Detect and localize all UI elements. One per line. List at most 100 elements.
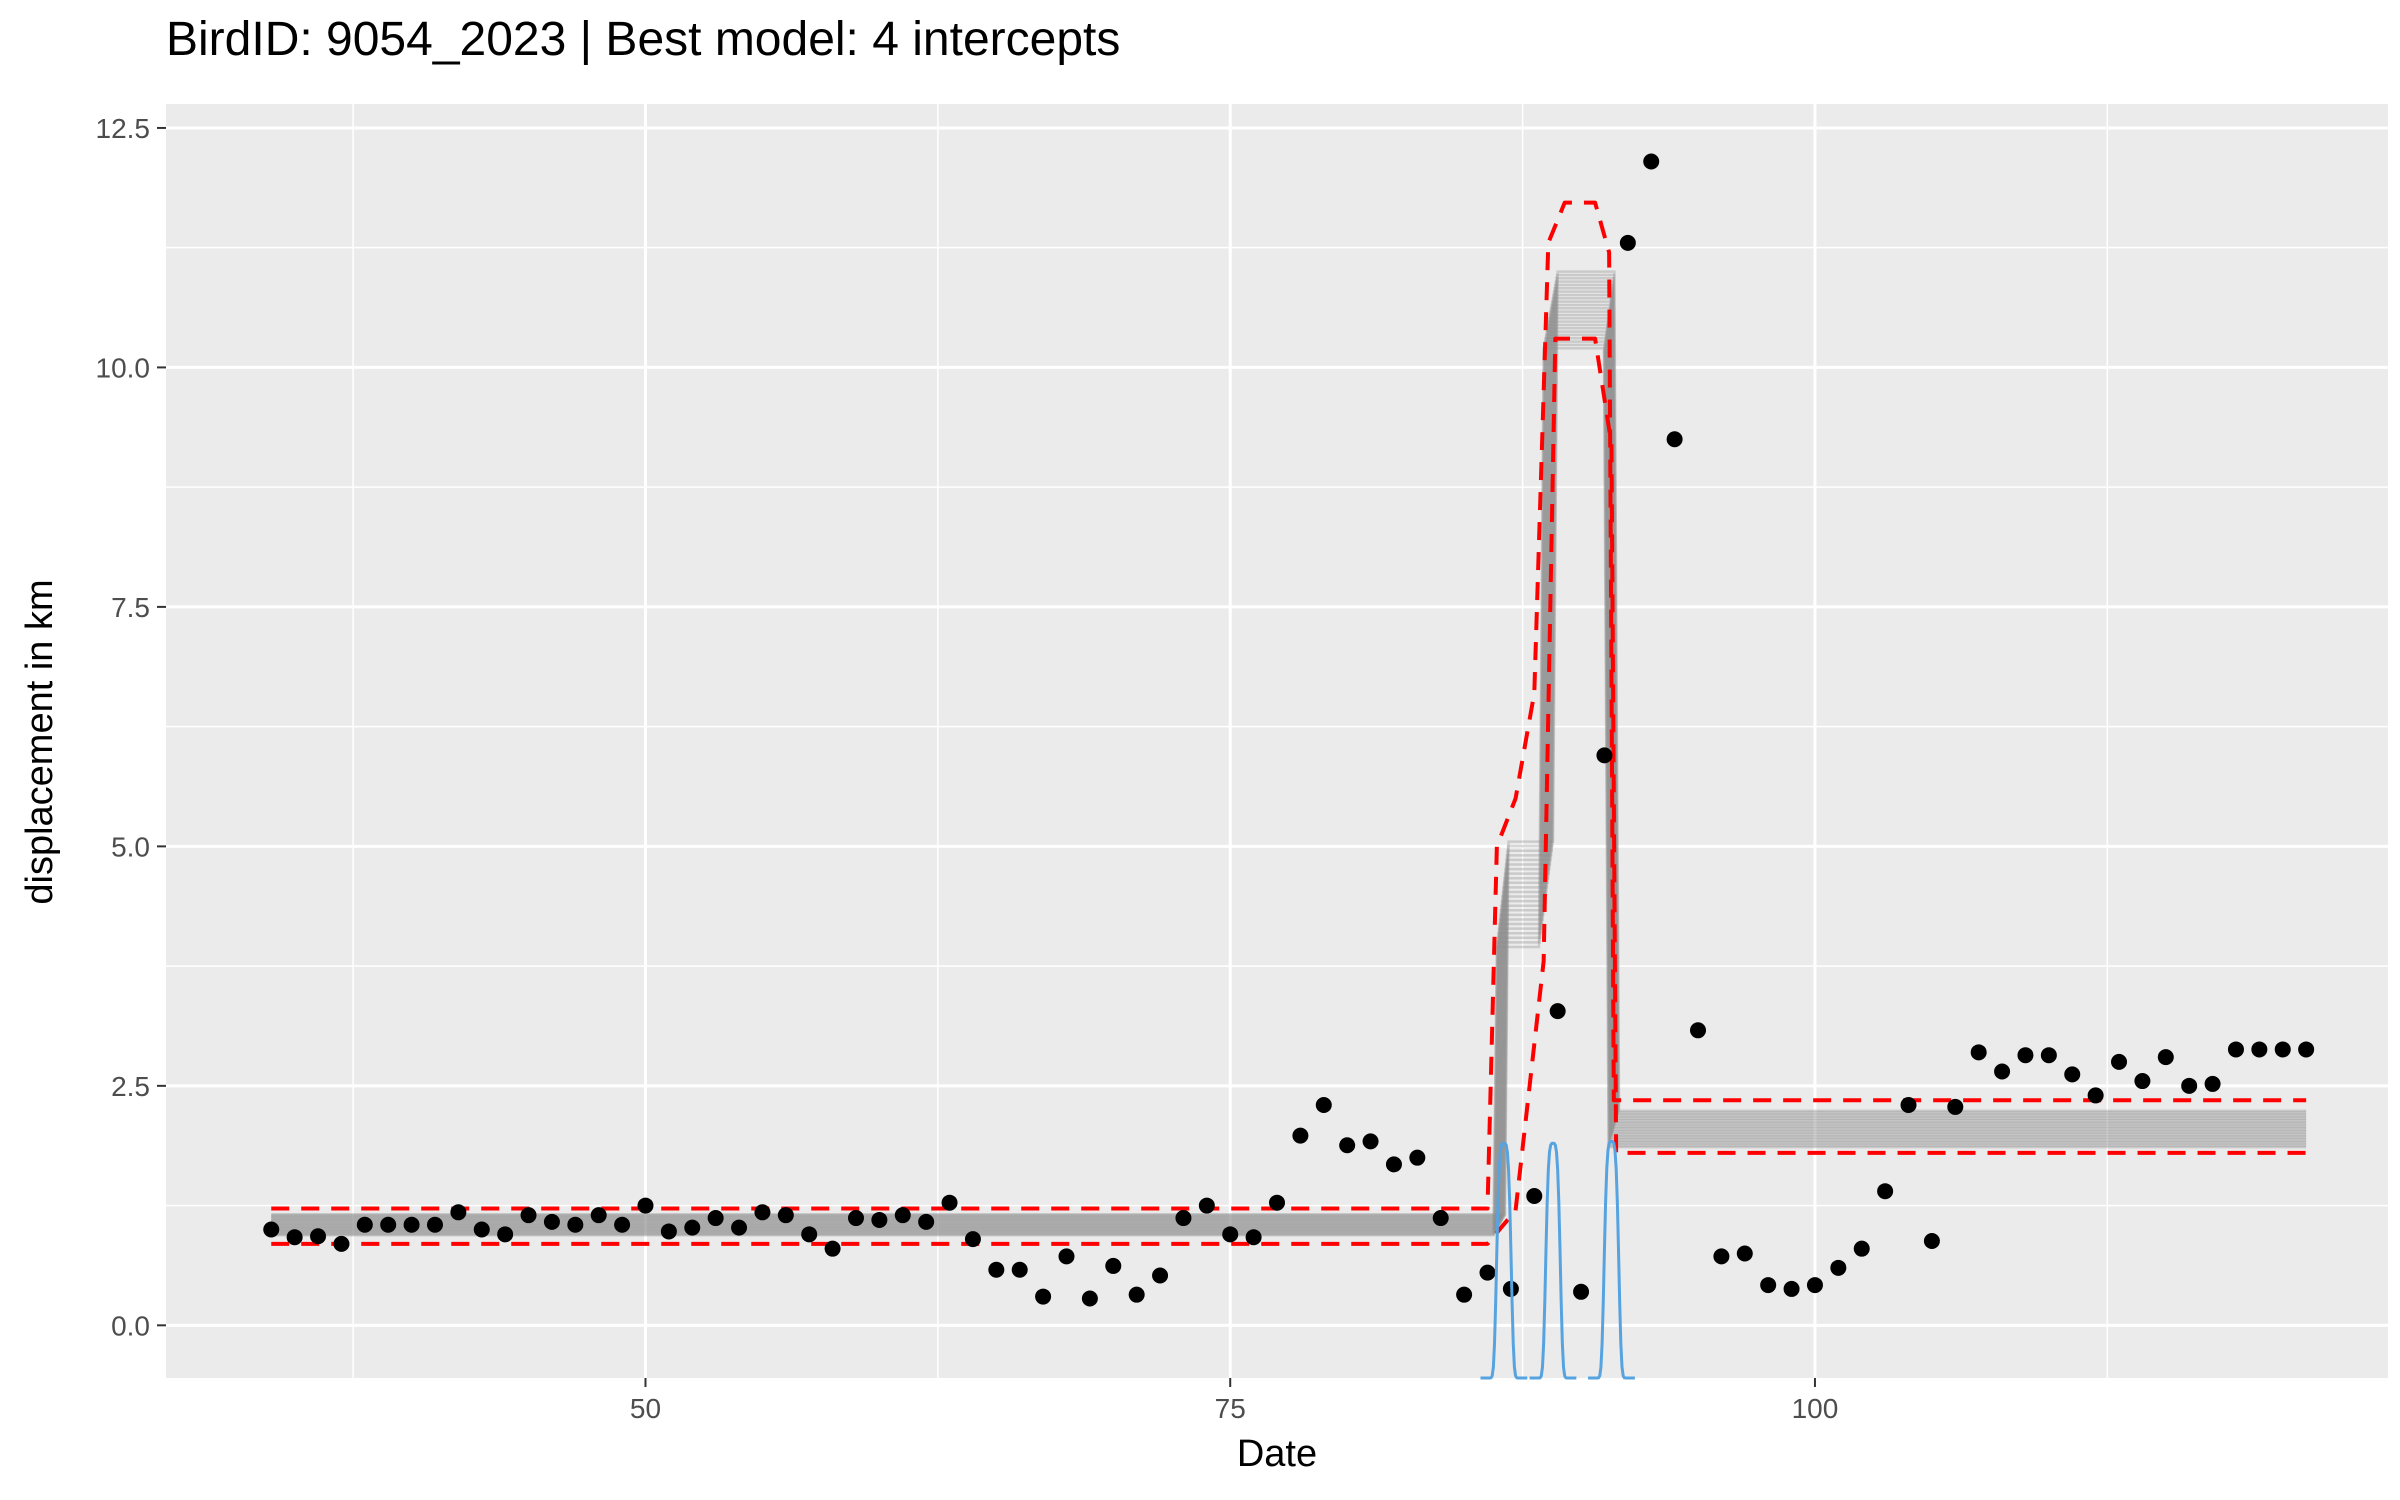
x-axis-title: Date — [1237, 1433, 1317, 1475]
data-point — [1105, 1257, 1122, 1274]
data-point — [2251, 1041, 2268, 1058]
data-point — [380, 1216, 397, 1233]
data-point — [2111, 1053, 2128, 1070]
axes: 50 75 100 0.0 2.5 5.0 7.5 10.0 12.5 — [96, 113, 1839, 1424]
data-point — [1128, 1286, 1145, 1303]
data-point — [2227, 1041, 2244, 1058]
data-point — [2181, 1077, 2198, 1094]
data-point — [1081, 1290, 1098, 1307]
data-point — [1152, 1267, 1169, 1284]
data-point — [1970, 1044, 1987, 1061]
data-point — [2134, 1073, 2151, 1090]
data-point — [497, 1226, 514, 1243]
y-tick-label: 12.5 — [96, 113, 151, 144]
model-draw-line — [271, 330, 2307, 1232]
data-point — [1432, 1210, 1449, 1227]
data-point — [1526, 1188, 1543, 1204]
data-point — [1900, 1097, 1917, 1113]
y-tick-label: 10.0 — [96, 352, 151, 383]
data-point — [1596, 747, 1613, 764]
data-point — [1736, 1245, 1753, 1262]
data-point — [824, 1240, 841, 1257]
major-gridlines — [166, 104, 2388, 1378]
data-point — [590, 1207, 607, 1224]
data-point — [1175, 1210, 1192, 1227]
x-tick-label: 100 — [1792, 1393, 1839, 1424]
data-point — [1549, 1003, 1566, 1020]
data-point — [988, 1261, 1005, 1278]
changepoint-density-curve — [1588, 1139, 1635, 1380]
data-point — [2040, 1047, 2057, 1064]
chart-title: BirdID: 9054_2023 | Best model: 4 interc… — [166, 13, 1121, 66]
data-point — [1619, 234, 1636, 251]
changepoint-density-curve — [1480, 1141, 1528, 1380]
data-point — [403, 1216, 420, 1233]
data-points — [263, 153, 2315, 1307]
model-draw-line — [271, 340, 2307, 1235]
data-point — [1362, 1133, 1379, 1150]
changepoint-density-curve — [1529, 1141, 1577, 1380]
data-point — [847, 1210, 864, 1227]
data-point — [660, 1223, 677, 1240]
model-draw-line — [271, 333, 2307, 1233]
x-tick-label: 75 — [1215, 1393, 1246, 1424]
y-tick-label: 0.0 — [111, 1310, 150, 1341]
data-point — [1830, 1259, 1847, 1276]
data-point — [543, 1213, 560, 1230]
data-point — [614, 1216, 631, 1233]
data-point — [1713, 1248, 1730, 1265]
data-point — [1269, 1194, 1285, 1211]
model-draw-line — [271, 347, 2307, 1237]
data-point — [263, 1221, 280, 1238]
data-point — [1877, 1183, 1894, 1200]
data-point — [1315, 1097, 1332, 1113]
data-point — [1760, 1277, 1777, 1294]
data-point — [1947, 1098, 1964, 1115]
data-point — [1456, 1286, 1473, 1303]
data-point — [1806, 1277, 1823, 1294]
data-point — [777, 1207, 794, 1224]
data-point — [894, 1207, 911, 1224]
data-point — [1923, 1233, 1940, 1250]
data-point — [731, 1219, 748, 1236]
data-point — [1035, 1288, 1052, 1305]
data-point — [1198, 1197, 1215, 1214]
data-point — [1011, 1261, 1028, 1278]
data-point — [2274, 1041, 2291, 1058]
changepoint-density-curves — [1480, 1139, 1635, 1380]
data-point — [1643, 153, 1660, 170]
data-point — [1339, 1137, 1356, 1154]
model-draw-line — [271, 280, 2307, 1219]
data-point — [1222, 1226, 1239, 1243]
data-point — [1245, 1229, 1262, 1246]
data-point — [426, 1216, 443, 1233]
data-point — [1409, 1149, 1426, 1166]
data-point — [2157, 1049, 2174, 1066]
model-draw-line — [271, 277, 2307, 1218]
y-tick-label: 2.5 — [111, 1071, 150, 1102]
data-point — [1994, 1063, 2011, 1080]
data-point — [1479, 1264, 1496, 1281]
data-point — [333, 1235, 350, 1252]
data-point — [567, 1216, 584, 1233]
data-point — [2017, 1047, 2034, 1064]
data-point — [1058, 1248, 1075, 1265]
data-point — [520, 1207, 537, 1224]
data-point — [1690, 1022, 1707, 1039]
data-point — [450, 1204, 467, 1221]
data-point — [286, 1229, 303, 1246]
data-point — [1292, 1127, 1309, 1144]
data-point — [1385, 1156, 1402, 1173]
data-point — [754, 1204, 771, 1221]
plot-panel — [166, 104, 2388, 1378]
data-point — [310, 1228, 327, 1245]
data-point — [637, 1197, 654, 1214]
y-tick-label: 7.5 — [111, 592, 150, 623]
data-point — [918, 1213, 935, 1230]
data-point — [1666, 431, 1683, 448]
data-point — [1783, 1280, 1800, 1297]
data-point — [2064, 1066, 2081, 1083]
model-draw-line — [271, 270, 2307, 1216]
minor-gridlines — [166, 104, 2388, 1378]
